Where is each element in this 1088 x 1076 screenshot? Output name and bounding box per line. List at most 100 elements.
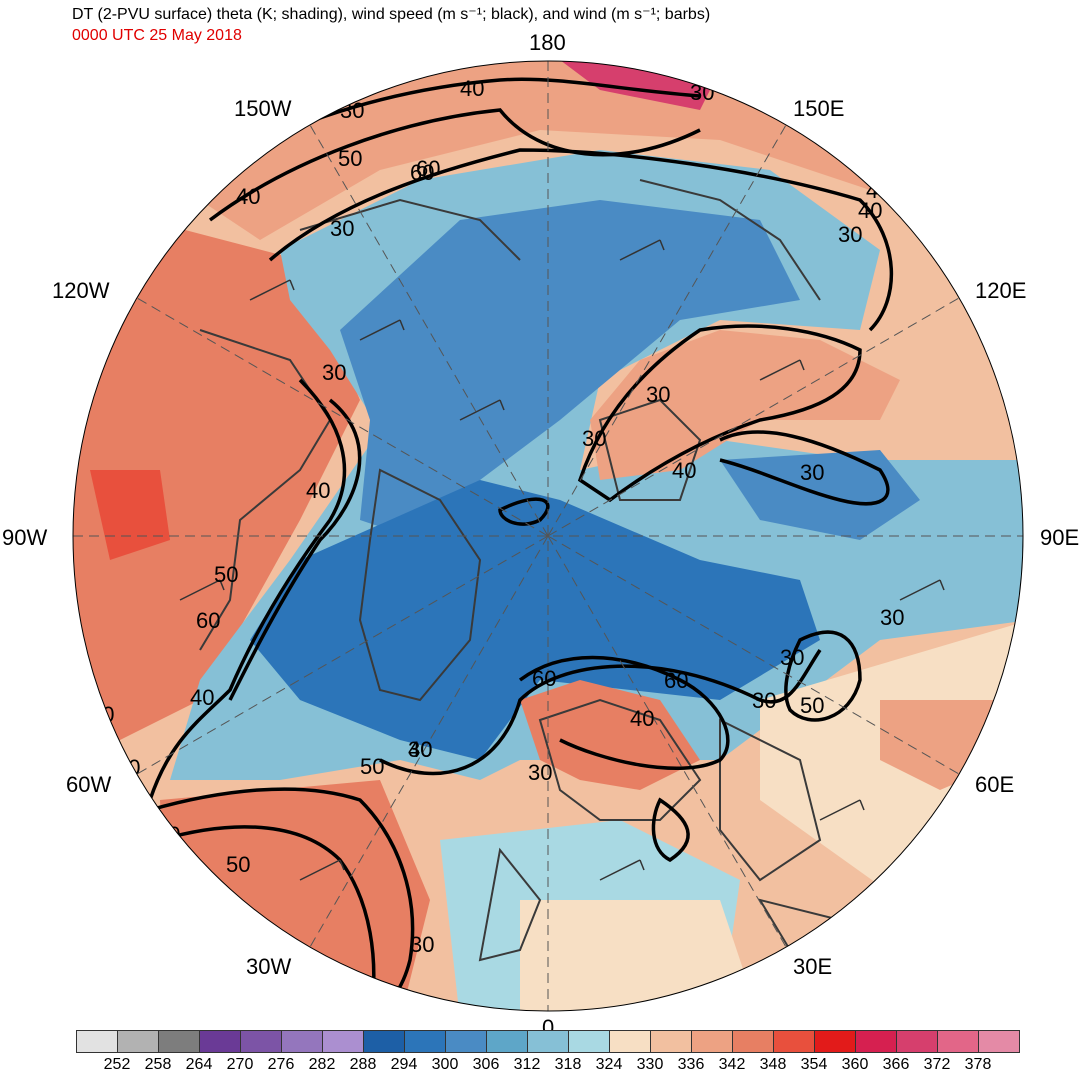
lon-label-150e: 150E (793, 96, 845, 121)
contour-label: 30 (752, 688, 776, 713)
contour-label: 30 (410, 932, 434, 957)
colorbar-swatch (158, 1030, 200, 1053)
colorbar-label: 330 (636, 1056, 664, 1073)
colorbar-swatch (568, 1030, 610, 1053)
colorbar-swatch (363, 1030, 405, 1053)
contour-label: 60 (410, 160, 434, 185)
colorbar-label: 276 (267, 1056, 295, 1073)
lon-label-60e: 60E (975, 772, 1015, 797)
colorbar-swatch (732, 1030, 774, 1053)
lon-label-90e: 90E (1040, 525, 1080, 550)
contour-label: 40 (460, 76, 484, 101)
colorbar-swatch (117, 1030, 159, 1053)
colorbar-swatch (609, 1030, 651, 1053)
contour-label: 40 (672, 458, 696, 483)
contour-label: 50 (360, 754, 384, 779)
coastlines (199, 179, 882, 1002)
lon-label-120w: 120W (52, 278, 110, 303)
colorbar-label: 336 (677, 1056, 705, 1073)
colorbar-label: 288 (349, 1056, 377, 1073)
contour-label: 30 (330, 216, 354, 241)
contour-label: 40 (858, 198, 882, 223)
colorbar-label: 258 (144, 1056, 172, 1073)
contour-label: 30 (408, 737, 432, 762)
map-title: DT (2-PVU surface) theta (K; shading), w… (72, 6, 711, 23)
lon-label-30w: 30W (246, 954, 292, 979)
lon-label-180: 180 (529, 30, 566, 55)
contour-label: 40 (236, 184, 260, 209)
lon-label-90w: 90W (2, 525, 48, 550)
contour-label: 30 (780, 645, 804, 670)
colorbar-label: 252 (103, 1056, 131, 1073)
colorbar-swatch (527, 1030, 569, 1053)
colorbar-label: 306 (472, 1056, 500, 1073)
colorbar-swatch (896, 1030, 938, 1053)
colorbar-swatch (855, 1030, 897, 1053)
colorbar-swatch (691, 1030, 733, 1053)
graticule (73, 61, 1023, 1011)
contour-label: 30 (838, 222, 862, 247)
lon-label-60w: 60W (66, 772, 112, 797)
lon-label-30e: 30E (793, 954, 833, 979)
shading-polar-blue (340, 200, 800, 540)
contour-label: 30 (646, 382, 670, 407)
colorbar-label: 270 (226, 1056, 254, 1073)
contour-label: 30 (340, 98, 364, 123)
contour-label: 60 (532, 666, 556, 691)
colorbar-swatch (445, 1030, 487, 1053)
contour-label: 60 (664, 668, 688, 693)
contour-label: 30 (800, 460, 824, 485)
colorbar-label: 294 (390, 1056, 418, 1073)
shading-scandinavia-warm (520, 680, 700, 790)
colorbar-swatch (322, 1030, 364, 1053)
colorbar-label: 348 (759, 1056, 787, 1073)
contour-label: 30 (880, 605, 904, 630)
colorbar-label: 366 (882, 1056, 910, 1073)
colorbar-swatch (773, 1030, 815, 1053)
contour-label: 50 (214, 562, 238, 587)
colorbar-swatch (486, 1030, 528, 1053)
colorbar-swatch (978, 1030, 1020, 1053)
contour-label: 40 (866, 178, 890, 203)
colorbar-swatch (404, 1030, 446, 1053)
lon-label-150w: 150W (234, 96, 292, 121)
shading-west-hot (90, 470, 170, 560)
colorbar-label: 324 (595, 1056, 623, 1073)
map-boundary (72, 60, 1024, 1012)
contour-label: 40 (306, 478, 330, 503)
colorbar-label: 342 (718, 1056, 746, 1073)
colorbar-label: 282 (308, 1056, 336, 1073)
contour-label: 40 (630, 706, 654, 731)
contour-label: 60 (196, 608, 220, 633)
contour-label: 40 (190, 685, 214, 710)
lon-label-120e: 120E (975, 278, 1027, 303)
colorbar-label: 378 (964, 1056, 992, 1073)
colorbar-label: 354 (800, 1056, 828, 1073)
contour-label: 30 (582, 426, 606, 451)
colorbar-label: 300 (431, 1056, 459, 1073)
contour-label: 40 (408, 737, 432, 762)
contour-label: 30 (90, 702, 114, 727)
colorbar-swatch (240, 1030, 282, 1053)
contour-label: 50 (226, 852, 250, 877)
colorbar-label: 372 (923, 1056, 951, 1073)
wind-barbs (179, 239, 945, 881)
colorbar-label: 312 (513, 1056, 541, 1073)
valid-time: 0000 UTC 25 May 2018 (72, 27, 242, 44)
colorbar-swatch (650, 1030, 692, 1053)
contour-label: 60 (416, 156, 440, 181)
colorbar-label: 360 (841, 1056, 869, 1073)
shading-west-warm (73, 200, 360, 760)
contour-label: 30 (156, 822, 180, 847)
colorbar-swatch (199, 1030, 241, 1053)
shading-north-warm (200, 61, 900, 240)
contour-label: 50 (800, 693, 824, 718)
colorbar-swatch (937, 1030, 979, 1053)
colorbar-swatch (814, 1030, 856, 1053)
contour-label: 30 (322, 360, 346, 385)
colorbar-swatch (281, 1030, 323, 1053)
colorbar-label: 264 (185, 1056, 213, 1073)
contour-label: 50 (338, 146, 362, 171)
shading-polar-deep (250, 480, 820, 760)
